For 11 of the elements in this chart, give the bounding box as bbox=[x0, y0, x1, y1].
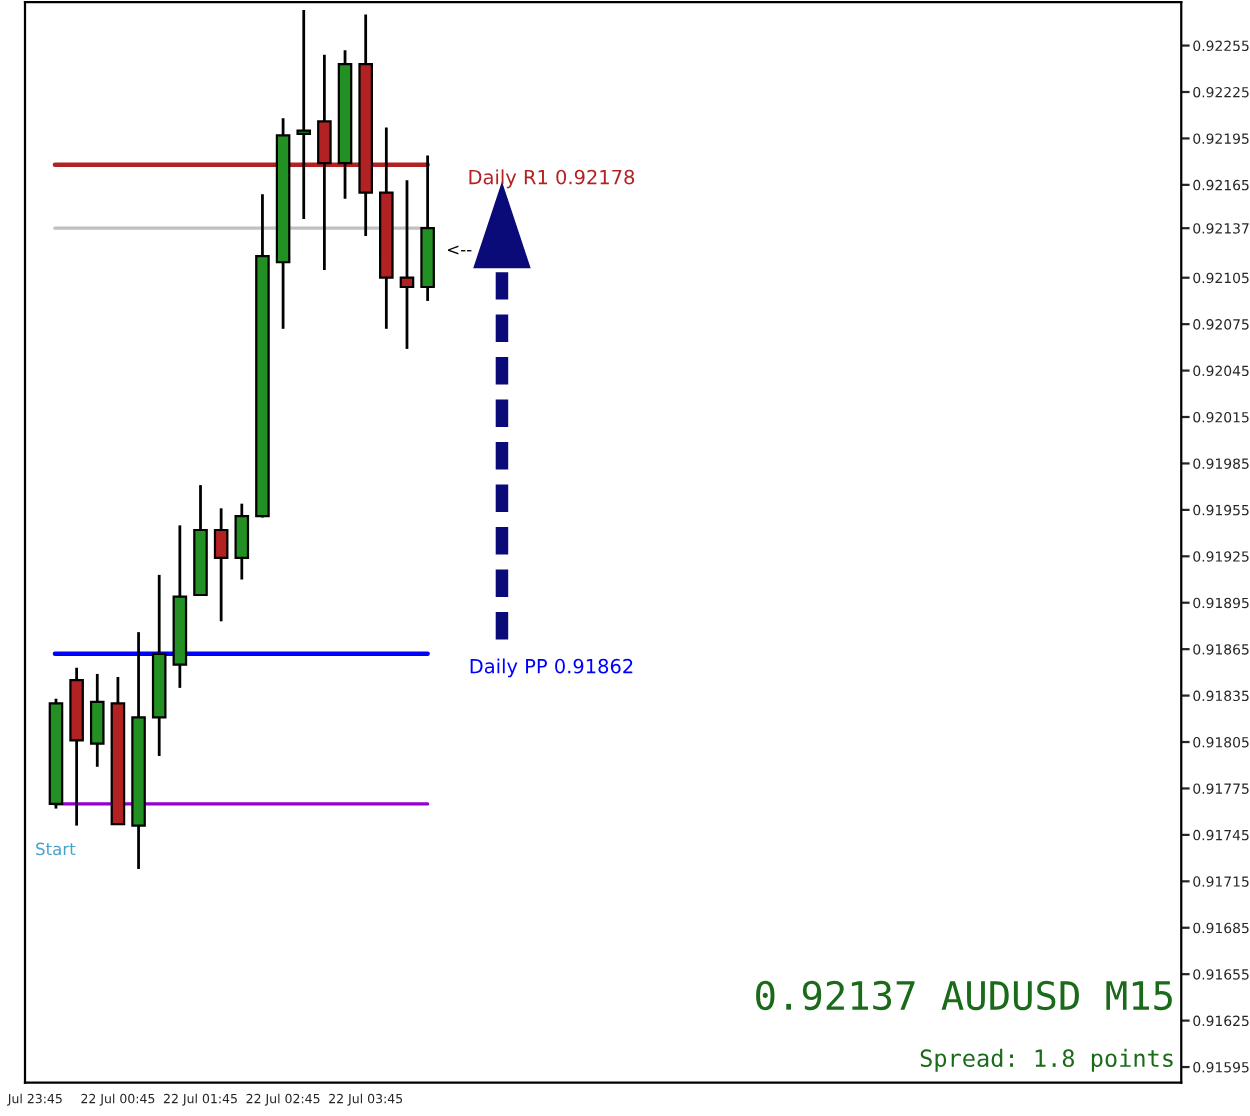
annotation: 0.92137 AUDUSD M15 bbox=[756, 980, 1172, 1011]
ref-line-label: Daily R1 0.92178 bbox=[469, 169, 635, 189]
annotation: Spread: 1.8 points bbox=[920, 1048, 1173, 1072]
ref-line-label: Daily PP 0.91862 bbox=[470, 658, 633, 678]
candlestick bbox=[234, 502, 250, 581]
annotation: Start bbox=[36, 842, 76, 856]
candlestick bbox=[89, 672, 105, 769]
candlestick bbox=[213, 506, 229, 623]
candlestick bbox=[296, 8, 312, 221]
annotation: <-- bbox=[447, 245, 472, 255]
candlestick bbox=[399, 178, 415, 351]
